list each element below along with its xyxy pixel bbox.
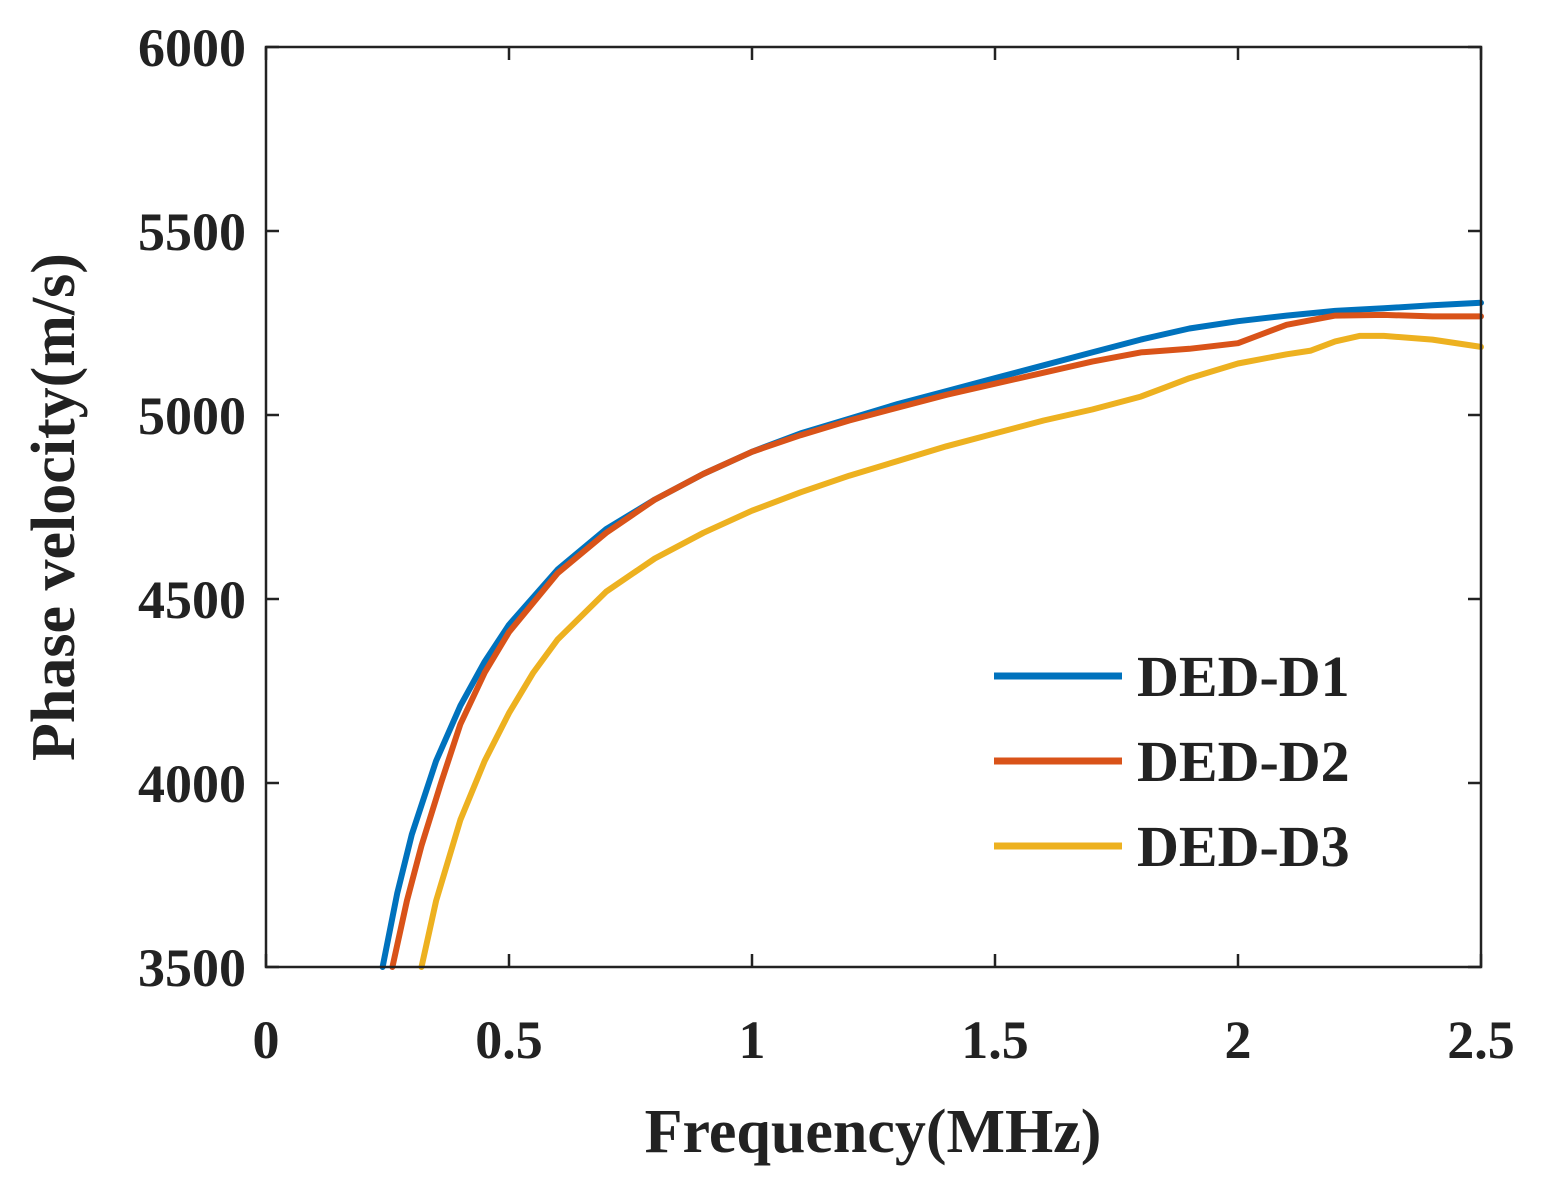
legend-label-ded-d2: DED-D2 bbox=[1137, 729, 1350, 794]
y-tick-label: 4500 bbox=[138, 570, 246, 630]
plot-area bbox=[266, 47, 1481, 967]
y-tick-label: 3500 bbox=[138, 938, 246, 998]
tick-layer: 0 0.5 1 1.5 2 2.5 3500 4000 4500 5000 5500 6000 bbox=[138, 18, 1515, 1070]
y-tick-label: 5000 bbox=[138, 386, 246, 446]
y-tick-label: 6000 bbox=[138, 18, 246, 78]
y-tick-label: 4000 bbox=[138, 754, 246, 814]
x-tick-label: 1.5 bbox=[961, 1010, 1029, 1070]
x-tick-label: 2 bbox=[1225, 1010, 1252, 1070]
legend: DED-D1 DED-D2 DED-D3 bbox=[994, 644, 1350, 879]
legend-label-ded-d3: DED-D3 bbox=[1137, 814, 1350, 879]
series-line-ded-d3 bbox=[418, 332, 1484, 970]
x-axis-title: Frequency(MHz) bbox=[645, 1098, 1102, 1166]
x-tick-label: 2.5 bbox=[1447, 1010, 1515, 1070]
y-tick-label: 5500 bbox=[138, 202, 246, 262]
series-layer bbox=[379, 299, 1484, 970]
x-tick-label: 1 bbox=[739, 1010, 766, 1070]
y-axis-title: Phase velocity(m/s) bbox=[20, 253, 88, 761]
x-tick-label: 0 bbox=[253, 1010, 280, 1070]
legend-label-ded-d1: DED-D1 bbox=[1137, 644, 1350, 709]
plot-frame bbox=[264, 45, 1483, 969]
x-tick-label: 0.5 bbox=[475, 1010, 543, 1070]
series-line-ded-d2 bbox=[389, 311, 1484, 970]
